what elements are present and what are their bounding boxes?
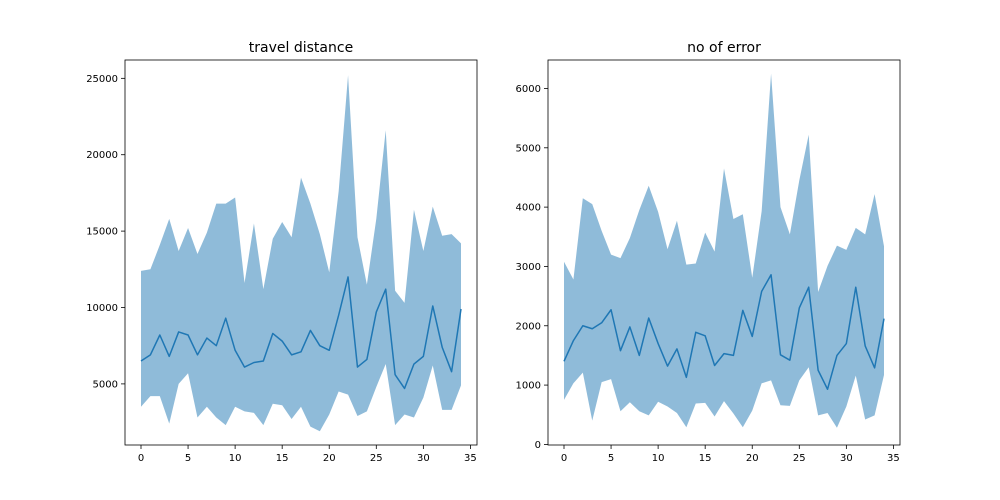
x-tick-label: 5 <box>608 453 614 464</box>
subplot-no-of-error: no of error 0 5 10 15 20 25 30 35 0 1000 2000 3000 4… <box>516 40 901 464</box>
y-tick-label: 25000 <box>86 74 118 85</box>
y-tick-label: 5000 <box>516 143 541 154</box>
y-tick-label: 5000 <box>93 379 118 390</box>
x-tick-label: 30 <box>840 453 853 464</box>
x-tick-label: 5 <box>185 453 191 464</box>
x-tick-label: 10 <box>229 453 242 464</box>
chart-title: travel distance <box>249 40 353 56</box>
y-tick-label: 15000 <box>86 227 118 238</box>
x-tick-label: 35 <box>887 453 900 464</box>
axes-frame <box>124 59 478 446</box>
range-band <box>141 75 461 432</box>
y-tick-label: 4000 <box>516 203 541 214</box>
chart-title: no of error <box>687 40 761 56</box>
x-tick-label: 0 <box>561 453 567 464</box>
x-tick-label: 30 <box>417 453 430 464</box>
subplot-travel-distance: travel distance 0 5 10 15 20 25 30 35 5000 10000 1… <box>86 40 478 464</box>
x-tick-label: 10 <box>652 453 665 464</box>
x-tick-label: 0 <box>138 453 144 464</box>
x-tick-label: 20 <box>323 453 336 464</box>
x-tick-label: 35 <box>464 453 477 464</box>
x-tick-label: 15 <box>699 453 712 464</box>
y-tick-label: 3000 <box>516 262 541 273</box>
x-tick-label: 20 <box>746 453 759 464</box>
x-tick-label: 25 <box>370 453 383 464</box>
y-tick-label: 10000 <box>86 303 118 314</box>
y-tick-label: 2000 <box>516 321 541 332</box>
axes-frame <box>547 59 901 446</box>
x-tick-label: 15 <box>276 453 289 464</box>
y-tick-label: 6000 <box>516 84 541 95</box>
range-band <box>564 73 884 428</box>
y-tick-label: 20000 <box>86 150 118 161</box>
mean-line <box>140 276 462 390</box>
mean-line <box>563 274 885 390</box>
y-tick-label: 0 <box>535 440 541 451</box>
y-tick-label: 1000 <box>516 381 541 392</box>
x-tick-label: 25 <box>793 453 806 464</box>
